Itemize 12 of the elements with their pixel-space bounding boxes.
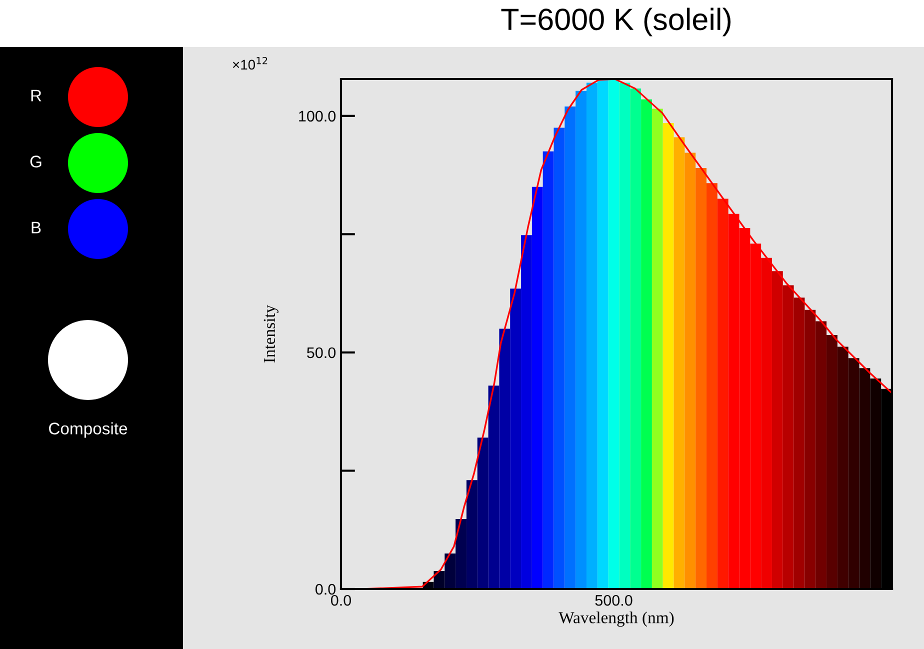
y-axis-title: Intensity: [264, 304, 278, 363]
text: R: [31, 90, 42, 102]
y-tick-label: 100.0: [299, 110, 336, 122]
text: Composite: [49, 422, 128, 438]
text: B: [32, 222, 41, 234]
y-tick-label: 50.0: [307, 347, 336, 358]
chart-title: T=6000 K (soleil): [501, 8, 731, 36]
x-tick-label: 500.0: [595, 594, 632, 606]
x-axis-title: Wavelength (nm): [558, 612, 674, 627]
text: G: [30, 156, 42, 168]
text: ×10$^{12}$: [232, 56, 268, 70]
y-tick-label: 0.0: [316, 584, 336, 595]
